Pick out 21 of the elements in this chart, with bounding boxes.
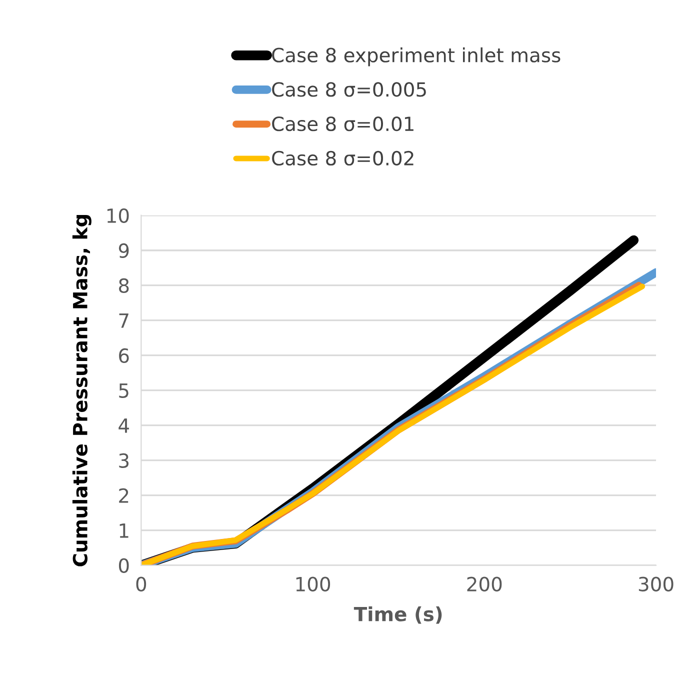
y-tick-label: 8 (119, 278, 129, 294)
x-tick-label: 100 (296, 576, 330, 592)
x-axis-title: Time (s) (354, 606, 442, 624)
y-tick-label: 6 (119, 348, 129, 364)
x-tick-label: 200 (467, 576, 502, 592)
y-tick-label: 10 (107, 208, 129, 224)
y-tick-label: 2 (119, 488, 128, 503)
y-tick-label: 3 (119, 453, 128, 468)
y-axis-title: Cumulative Pressurant Mass, kg (72, 215, 92, 566)
x-tick-label: 300 (638, 576, 674, 592)
y-tick-label: 1 (120, 524, 128, 538)
legend-label: Case 8 experiment inlet mass (272, 47, 560, 66)
legend-label: Case 8 σ=0.005 (272, 82, 426, 97)
legend-label: Case 8 σ=0.01 (272, 116, 414, 132)
legend-label: Case 8 σ=0.02 (272, 150, 414, 166)
x-tick-label: 0 (136, 576, 146, 592)
y-tick-label: 9 (118, 243, 129, 258)
y-tick-label: 5 (119, 384, 128, 398)
y-tick-label: 4 (118, 418, 129, 433)
y-tick-label: 7 (119, 314, 128, 328)
y-tick-label: 0 (118, 558, 129, 573)
